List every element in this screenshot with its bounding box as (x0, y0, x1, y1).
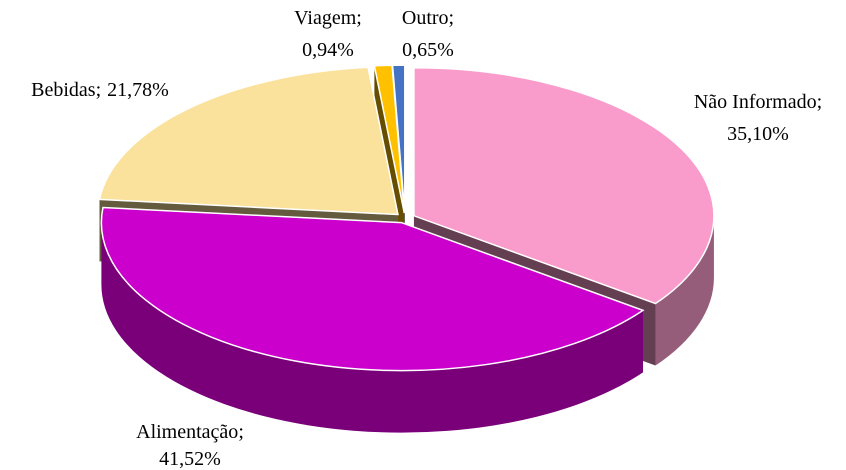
label-separator: ; (96, 79, 102, 101)
data-label: Bebidas; 21,78% (31, 79, 169, 101)
slice (100, 206, 645, 372)
label-value: 0,65% (402, 39, 454, 61)
slice (98, 66, 399, 216)
label-category: Viagem (294, 7, 357, 29)
label-value: 35,10% (727, 123, 789, 145)
label-value: 41,52% (159, 448, 221, 470)
slice-wall (655, 215, 714, 366)
label-separator: ; (238, 421, 244, 443)
slice-wall (101, 222, 643, 433)
label-category: Outro (402, 7, 449, 29)
label-separator: ; (817, 91, 823, 113)
slice (391, 64, 406, 214)
data-label: Outro; 0,65% (402, 7, 454, 61)
label-separator: ; (449, 7, 455, 29)
label-category: Alimentação (136, 421, 238, 443)
slice (413, 67, 715, 305)
label-separator: ; (356, 7, 362, 29)
label-value: 0,94% (302, 39, 354, 61)
label-category: Não Informado (694, 91, 817, 113)
data-label: Não Informado; 35,10% (694, 91, 822, 145)
label-value: 21,78% (107, 79, 169, 101)
data-label: Alimentação; 41,52% (136, 421, 244, 470)
data-label: Viagem; 0,94% (294, 7, 362, 61)
label-category: Bebidas (31, 79, 96, 101)
